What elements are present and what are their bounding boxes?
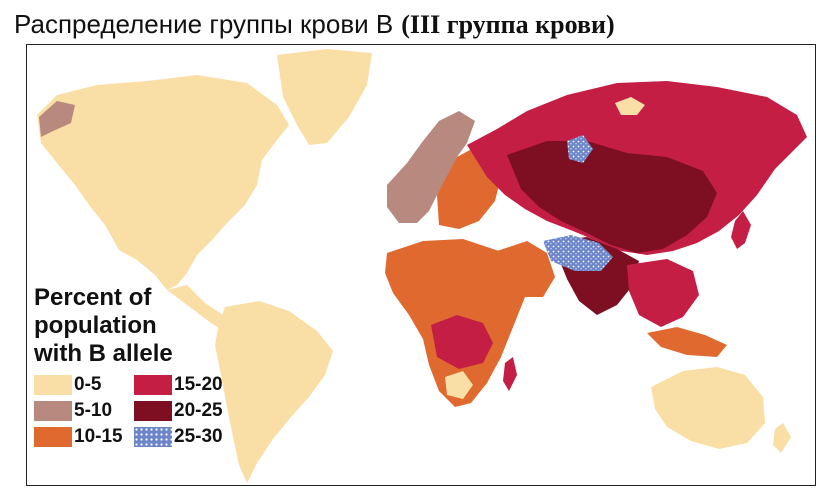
region-madagascar [503,357,517,391]
region-indonesia [647,327,727,357]
legend-grid: 0-5 15-20 5-10 20-25 10-15 25-30 [34,374,244,448]
legend-item-25-30: 25-30 [134,426,234,448]
region-australia [651,367,765,449]
title-main: Распределение группы крови В [14,9,394,39]
map-title: Распределение группы крови В (III группа … [14,6,615,42]
legend-item-5-10: 5-10 [34,400,130,422]
region-new-zealand [773,423,791,453]
legend-swatch [34,401,72,421]
region-central-asia [507,141,717,253]
legend-label: 5-10 [74,400,113,421]
region-western-europe [387,111,475,223]
region-south-america [215,301,333,483]
legend-item-20-25: 20-25 [134,400,234,422]
world-map [26,44,816,486]
legend-swatch [134,401,172,421]
legend: Percent of population with B allele 0-5 … [34,284,244,448]
region-central-america [167,285,237,333]
legend-item-10-15: 10-15 [34,426,130,448]
legend-label: 20-25 [174,400,223,421]
legend-swatch [34,427,72,447]
legend-title-line-3: with B allele [34,340,173,367]
region-africa-central [431,315,493,369]
region-middle-east [497,241,555,297]
region-southeast-asia [627,259,699,327]
legend-swatch [134,375,172,395]
region-himalaya-spot [543,235,613,271]
legend-swatch [134,427,172,447]
region-japan [731,211,751,249]
legend-item-0-5: 0-5 [34,374,130,396]
legend-label: 25-30 [174,426,223,447]
region-arctic-lake [615,97,645,115]
legend-title: Percent of population with B allele [34,284,244,368]
region-north-america [37,75,289,290]
region-greenland [277,49,372,145]
region-siberia-east [667,107,777,161]
legend-title-line-2: population [34,312,157,339]
legend-label: 10-15 [74,426,123,447]
region-alaska-coast [39,101,75,137]
legend-title-line-1: Percent of [34,284,152,311]
legend-swatch [34,375,72,395]
map-svg [37,49,807,483]
region-urals-spot [567,135,593,163]
legend-label: 0-5 [74,374,102,395]
region-africa-south [445,371,473,399]
legend-item-15-20: 15-20 [134,374,234,396]
legend-label: 15-20 [174,374,223,395]
title-subtitle: (III группа крови) [401,10,615,39]
